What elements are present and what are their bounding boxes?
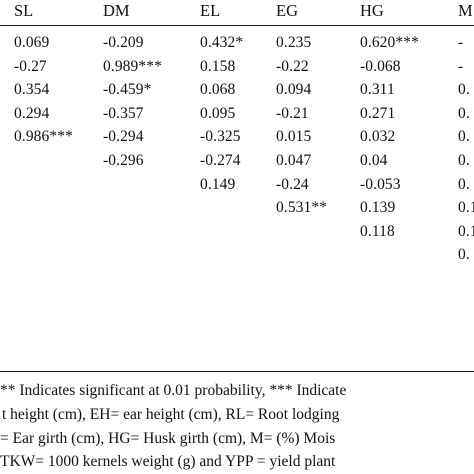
- table-cell: 0.311: [360, 81, 395, 99]
- column-header-eg: EG: [276, 1, 298, 20]
- table-cell: 0.531**: [276, 199, 328, 217]
- footnote-line: = Ear girth (cm), HG= Husk girth (cm), M…: [0, 430, 336, 447]
- footnote-line: t height (cm), EH= ear height (cm), RL= …: [2, 406, 340, 423]
- table-cell: -0.22: [276, 57, 309, 75]
- table-cell: 0.047: [276, 152, 312, 169]
- table-cell: -0.21: [276, 104, 309, 122]
- table-cell: -0.27: [14, 57, 47, 75]
- table-cell: 0.: [458, 152, 470, 169]
- table-cell: 0.032: [360, 128, 396, 146]
- table-cell: -0.325: [200, 128, 241, 146]
- table-cell: -: [458, 57, 464, 75]
- table-cell: 0.271: [360, 104, 396, 122]
- table-cell: 0.: [458, 128, 470, 146]
- column-header-el: EL: [200, 1, 221, 20]
- table-cell: 0.432*: [200, 34, 244, 51]
- table-cell: -0.053: [360, 175, 401, 193]
- table-cell: 0.986***: [14, 128, 73, 146]
- table-cell: 0.: [458, 175, 470, 193]
- table-cell: 0.: [458, 104, 470, 122]
- table-cell: 0.04: [360, 152, 388, 169]
- table-cell: 0.989***: [103, 57, 162, 75]
- table-cell: -: [458, 34, 464, 51]
- table-cell: 0.118: [360, 222, 395, 240]
- table-cell: 0.139: [360, 199, 396, 217]
- table-cell: 0.: [458, 246, 470, 264]
- table-cell: -0.274: [200, 152, 241, 169]
- table-cell: 0.094: [276, 81, 312, 99]
- table-cell: 0.068: [200, 81, 236, 99]
- bottom-rule: [0, 371, 474, 372]
- table-cell: -0.24: [276, 175, 309, 193]
- header-rule: [0, 25, 474, 26]
- column-header-m: M: [458, 1, 473, 20]
- column-header-sl: SL: [14, 1, 34, 20]
- table-cell: 0.294: [14, 104, 50, 122]
- table-cell: 0.095: [200, 104, 236, 122]
- table-cell: 0.1: [458, 199, 474, 217]
- column-header-dm: DM: [103, 1, 130, 20]
- table-cell: 0.069: [14, 34, 50, 51]
- table-cell: 0.620***: [360, 34, 419, 51]
- table-cell: 0.235: [276, 34, 312, 51]
- table-cell: 0.149: [200, 175, 236, 193]
- footnote-line: ** Indicates significant at 0.01 probabi…: [0, 382, 347, 399]
- footnote-line: TKW= 1000 kernels weight (g) and YPP = y…: [0, 453, 336, 470]
- table-cell: -0.068: [360, 57, 401, 75]
- table-cell: -0.459*: [103, 81, 152, 99]
- table-cell: 0.015: [276, 128, 312, 146]
- table-cell: 0.: [458, 81, 470, 99]
- table-cell: -0.209: [103, 34, 144, 51]
- table-cell: 0.158: [200, 57, 236, 75]
- table-cell: -0.296: [103, 152, 144, 169]
- column-header-hg: HG: [360, 1, 384, 20]
- table-cell: 0.354: [14, 81, 50, 99]
- table-cell: -0.357: [103, 104, 144, 122]
- table-cell: 0.1: [458, 222, 474, 240]
- table-cell: -0.294: [103, 128, 144, 146]
